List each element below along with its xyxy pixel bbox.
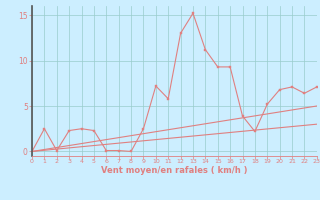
X-axis label: Vent moyen/en rafales ( km/h ): Vent moyen/en rafales ( km/h ) xyxy=(101,166,248,175)
